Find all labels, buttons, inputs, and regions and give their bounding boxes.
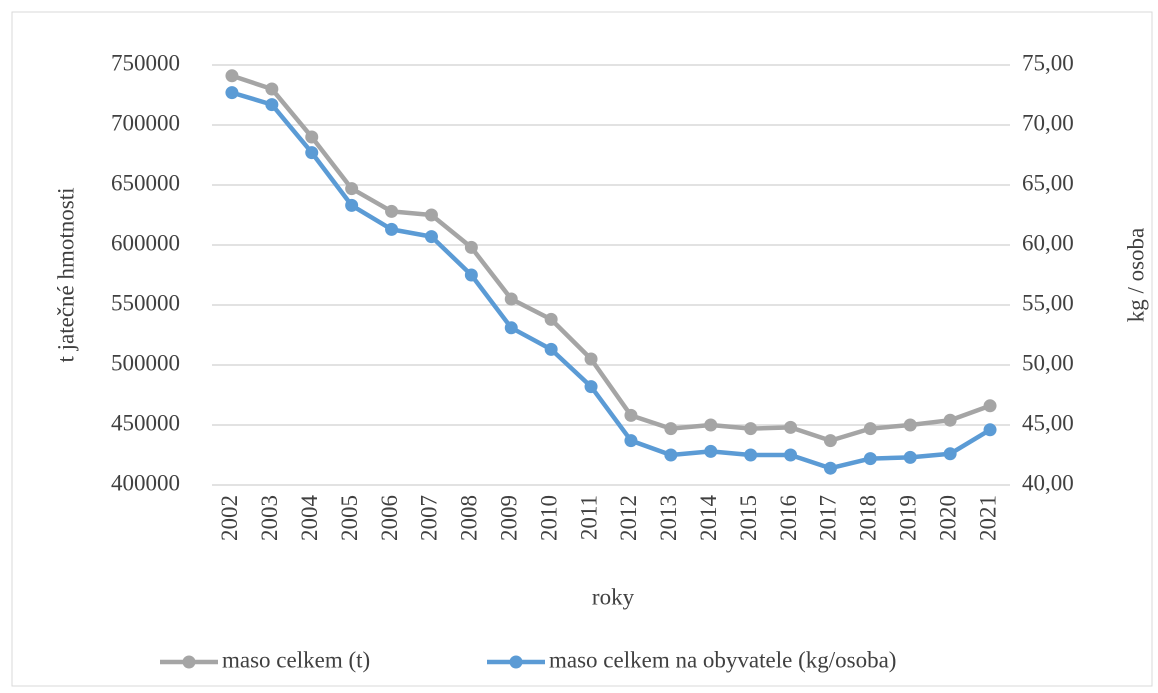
point xyxy=(225,86,239,100)
x-tick-label: 2005 xyxy=(337,495,362,541)
point xyxy=(504,292,518,306)
point xyxy=(225,69,239,83)
x-tick-label: 2020 xyxy=(935,495,960,541)
point xyxy=(664,448,678,462)
point xyxy=(424,208,438,222)
point xyxy=(345,182,359,196)
point xyxy=(903,418,917,432)
point xyxy=(464,268,478,282)
point xyxy=(863,452,877,466)
point xyxy=(903,450,917,464)
point xyxy=(584,380,598,394)
point xyxy=(784,448,798,462)
x-tick-label: 2007 xyxy=(417,495,442,541)
x-tick-label: 2006 xyxy=(377,495,402,541)
point xyxy=(544,342,558,356)
x-tick-label: 2013 xyxy=(656,495,681,541)
x-tick-label: 2019 xyxy=(896,495,921,541)
y-tick-label: 650000 xyxy=(111,170,180,195)
point xyxy=(624,408,638,422)
point xyxy=(983,423,997,437)
x-tick-label: 2004 xyxy=(297,495,322,542)
y2-tick-label: 45,00 xyxy=(1022,410,1074,435)
point xyxy=(345,198,359,212)
x-tick-label: 2014 xyxy=(696,495,721,542)
point xyxy=(265,98,279,112)
point xyxy=(823,434,837,448)
x-tick-label: 2008 xyxy=(457,495,482,541)
point xyxy=(584,352,598,366)
y2-tick-label: 55,00 xyxy=(1022,290,1074,315)
x-tick-label: 2009 xyxy=(497,495,522,541)
point xyxy=(265,82,279,96)
y2-tick-label: 70,00 xyxy=(1022,110,1074,135)
x-tick-label: 2011 xyxy=(576,495,601,540)
x-tick-label: 2003 xyxy=(257,495,282,541)
x-axis-title: roky xyxy=(592,584,635,609)
point xyxy=(704,444,718,458)
y2-tick-label: 65,00 xyxy=(1022,170,1074,195)
x-tick-label: 2012 xyxy=(616,495,641,541)
y-tick-label: 600000 xyxy=(111,230,180,255)
x-tick-label: 2016 xyxy=(776,495,801,541)
x-tick-label: 2010 xyxy=(536,495,561,541)
point xyxy=(664,422,678,436)
point xyxy=(983,399,997,413)
legend-label: maso celkem na obyvatele (kg/osoba) xyxy=(549,647,896,672)
x-tick-label: 2015 xyxy=(736,495,761,541)
y-tick-label: 700000 xyxy=(111,110,180,135)
point xyxy=(305,146,319,160)
point xyxy=(504,321,518,335)
x-tick-label: 2002 xyxy=(217,495,242,541)
point xyxy=(424,230,438,244)
point xyxy=(744,422,758,436)
point xyxy=(464,240,478,254)
y-tick-label: 500000 xyxy=(111,350,180,375)
point xyxy=(863,422,877,436)
y2-tick-label: 40,00 xyxy=(1022,470,1074,495)
point xyxy=(943,447,957,461)
point xyxy=(823,461,837,475)
point xyxy=(544,312,558,326)
y-tick-label: 400000 xyxy=(111,470,180,495)
legend-marker xyxy=(509,655,523,669)
y2-axis-title: kg / osoba xyxy=(1123,228,1148,323)
point xyxy=(385,222,399,236)
legend-label: maso celkem (t) xyxy=(222,647,370,672)
y2-tick-label: 50,00 xyxy=(1022,350,1074,375)
point xyxy=(784,420,798,434)
x-tick-label: 2018 xyxy=(856,495,881,541)
point xyxy=(305,130,319,144)
x-tick-label: 2021 xyxy=(975,495,1000,541)
y-axis-title: t jatečné hmotnosti xyxy=(53,187,78,362)
series-line xyxy=(231,90,992,471)
point xyxy=(943,413,957,427)
y2-tick-label: 75,00 xyxy=(1022,50,1074,75)
point xyxy=(385,204,399,218)
y2-tick-label: 60,00 xyxy=(1022,230,1074,255)
point xyxy=(744,448,758,462)
x-tick-label: 2017 xyxy=(816,495,841,541)
y-tick-label: 450000 xyxy=(111,410,180,435)
y-tick-label: 750000 xyxy=(111,50,180,75)
point xyxy=(624,434,638,448)
y-tick-label: 550000 xyxy=(111,290,180,315)
series-line xyxy=(231,73,991,443)
point xyxy=(704,418,718,432)
legend-marker xyxy=(182,655,196,669)
